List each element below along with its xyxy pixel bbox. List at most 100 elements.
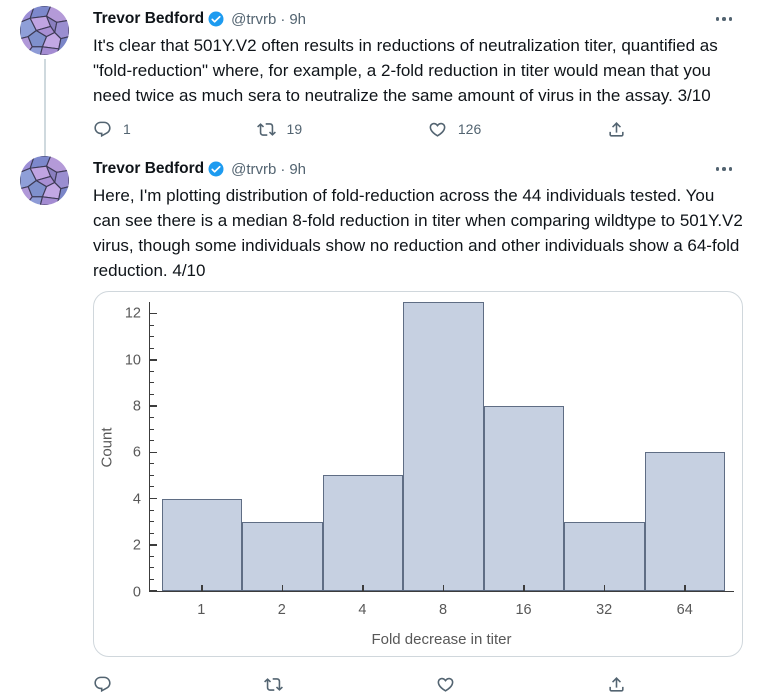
- y-axis-tick-label: 0: [132, 583, 141, 600]
- x-axis-tick-label: 4: [358, 602, 367, 618]
- y-axis-minor-tick: [150, 324, 154, 326]
- tweet-2: Trevor Bedford @trvrb · 9h Here, I'm plo…: [0, 144, 767, 699]
- more-menu-button[interactable]: [713, 14, 736, 24]
- verified-badge-icon: [207, 160, 225, 178]
- share-icon: [609, 121, 624, 137]
- verified-badge-icon: [207, 10, 225, 28]
- tweet-content: Trevor Bedford @trvrb · 9h Here, I'm plo…: [93, 156, 749, 699]
- retweet-button[interactable]: 19: [256, 120, 302, 139]
- x-axis-tick: [362, 585, 364, 591]
- y-axis-major-tick: [150, 497, 157, 500]
- histogram-bar: [322, 475, 404, 591]
- y-axis-minor-tick: [150, 440, 154, 442]
- reply-button[interactable]: 1: [93, 120, 131, 139]
- y-axis-minor-tick: [150, 567, 154, 569]
- y-axis-minor-tick: [150, 347, 154, 349]
- y-axis-tick-label: 12: [124, 305, 141, 322]
- x-axis-label: Fold decrease in titer: [371, 631, 512, 648]
- tweet-image-histogram[interactable]: Count 0 2 4 6 8 10 12 1 2 4 8 16 32 64 Fold decrease…: [93, 291, 743, 657]
- x-axis-tick: [603, 585, 606, 591]
- y-axis-major-tick: [150, 312, 157, 315]
- timestamp[interactable]: 9h: [289, 160, 307, 178]
- x-axis-tick: [684, 585, 686, 591]
- retweet-icon: [264, 677, 284, 691]
- y-axis-major-tick: [150, 544, 157, 546]
- tweet-1: Trevor Bedford @trvrb · 9h It's clear th…: [0, 0, 767, 144]
- reply-count: 1: [123, 121, 131, 137]
- histogram-bar: [162, 498, 243, 591]
- y-axis-tick-label: 8: [132, 398, 141, 415]
- y-axis-tick-label: 6: [132, 444, 141, 461]
- x-axis-tick-label: 32: [596, 602, 613, 618]
- y-axis-minor-tick: [150, 393, 154, 395]
- share-icon: [609, 676, 624, 692]
- y-axis-minor-tick: [150, 578, 154, 580]
- avatar[interactable]: [20, 156, 69, 205]
- tweet-meta: @trvrb · 9h: [231, 11, 306, 28]
- x-axis-tick: [201, 585, 203, 591]
- tweet-actions: [93, 669, 626, 699]
- x-axis-tick: [523, 585, 525, 591]
- like-button[interactable]: 126: [428, 120, 481, 139]
- y-axis-tick-label: 10: [124, 351, 141, 368]
- author-handle[interactable]: @trvrb: [231, 160, 277, 178]
- timestamp[interactable]: 9h: [289, 10, 307, 28]
- tweet-actions: 1 19 126: [93, 114, 626, 144]
- y-axis-major-tick: [150, 405, 157, 407]
- y-axis-major-tick: [150, 451, 157, 454]
- reply-button[interactable]: [93, 675, 112, 694]
- y-axis-minor-tick: [150, 555, 154, 557]
- tweet-text: Here, I'm plotting distribution of fold-…: [93, 186, 743, 280]
- plot-area: [149, 302, 734, 592]
- histogram-bar: [403, 302, 484, 591]
- y-axis-minor-tick: [150, 370, 154, 372]
- heart-icon: [437, 677, 454, 692]
- histogram-bar: [483, 406, 565, 591]
- y-axis-minor-tick: [150, 382, 154, 384]
- like-button[interactable]: [436, 675, 455, 694]
- histogram-bars: [162, 302, 725, 591]
- y-axis-minor-tick: [150, 474, 154, 476]
- histogram-bar: [564, 521, 645, 591]
- x-axis-tick-label: 16: [515, 602, 532, 618]
- y-axis-minor-tick: [150, 336, 154, 338]
- share-button[interactable]: [607, 675, 626, 694]
- reply-icon: [94, 676, 111, 692]
- x-axis-tick-labels: 1 2 4 8 16 32 64: [161, 602, 725, 620]
- y-axis-minor-tick: [150, 417, 154, 419]
- retweet-button[interactable]: [264, 675, 284, 694]
- avatar[interactable]: [20, 6, 69, 55]
- more-menu-button[interactable]: [713, 164, 736, 174]
- x-axis-tick-label: 64: [676, 602, 693, 618]
- y-axis-tick-labels: 0 2 4 6 8 10 12: [94, 302, 141, 598]
- tweet-text: It's clear that 501Y.V2 often results in…: [93, 36, 718, 105]
- y-axis-tick-label: 2: [132, 537, 141, 554]
- heart-icon: [429, 122, 446, 137]
- x-axis-tick-label: 8: [438, 602, 448, 618]
- tweet-header: Trevor Bedford @trvrb · 9h: [93, 8, 749, 30]
- y-axis-minor-tick: [150, 521, 154, 523]
- x-axis-tick: [442, 585, 445, 591]
- share-button[interactable]: [607, 120, 626, 139]
- author-handle[interactable]: @trvrb: [231, 10, 277, 28]
- meta-separator: ·: [280, 10, 286, 28]
- thread-connector-line: [44, 59, 46, 186]
- y-axis-minor-tick: [150, 463, 154, 465]
- author-name[interactable]: Trevor Bedford: [93, 160, 205, 177]
- tweet-meta: @trvrb · 9h: [231, 161, 306, 178]
- y-axis-major-tick: [150, 590, 157, 592]
- y-axis-minor-tick: [150, 509, 154, 511]
- x-axis-tick-label: 1: [197, 602, 206, 618]
- histogram-bar: [242, 521, 323, 591]
- x-axis-tick-label: 2: [277, 602, 286, 618]
- retweet-icon: [256, 122, 276, 136]
- y-axis-tick-label: 4: [132, 490, 141, 507]
- y-axis-minor-tick: [150, 428, 154, 430]
- meta-separator: ·: [280, 160, 286, 178]
- x-axis-tick: [281, 585, 284, 591]
- y-axis-minor-tick: [150, 486, 154, 488]
- reply-icon: [94, 121, 111, 137]
- stained-glass-avatar-image: [20, 6, 69, 55]
- y-axis-major-tick: [150, 359, 157, 361]
- author-name[interactable]: Trevor Bedford: [93, 10, 205, 27]
